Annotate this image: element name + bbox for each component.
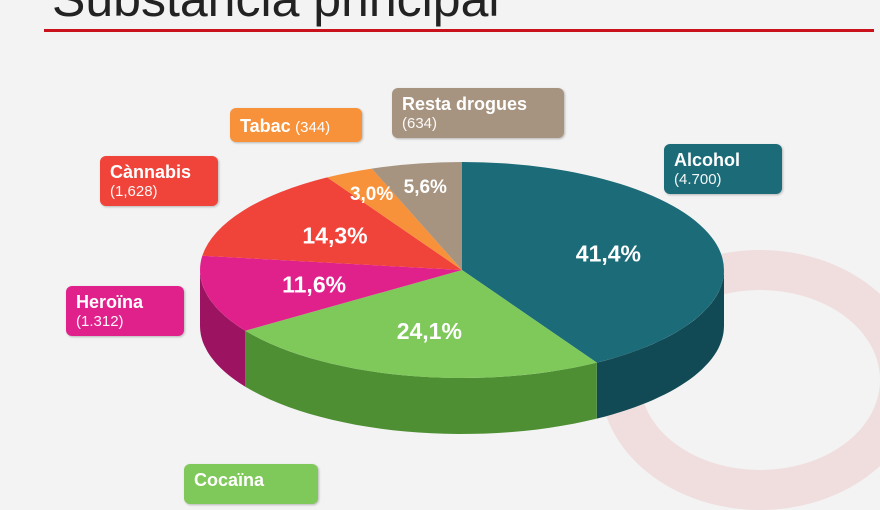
callout-resta-drogues: Resta drogues (634) <box>392 88 564 138</box>
pie-label-tabac: 3,0% <box>350 184 393 205</box>
callout-tabac-count: (344) <box>295 119 331 136</box>
callout-alcohol-count: (4.700) <box>674 171 722 188</box>
pie-label-resta-drogues: 5,6% <box>404 177 447 198</box>
callout-cannabis: Càn­nabis (1,628) <box>100 156 218 206</box>
pie-slice-alcohol <box>462 162 724 363</box>
pie-side-heroi-na <box>200 270 246 387</box>
callout-cannabis-count: (1,628) <box>110 183 158 200</box>
pie-slice-heroi-na <box>200 255 462 331</box>
pie-percent-labels: 41,4% 24,1% 11,6% 14,3% 3,0% 5,6% <box>282 177 641 344</box>
callout-alcohol-name: Alcohol <box>674 150 740 170</box>
callout-heroina-count: (1.312) <box>76 313 124 330</box>
callout-alcohol: Alcohol (4.700) <box>664 144 782 194</box>
pie-slice-cocai-na <box>245 270 597 378</box>
pie-chart: 41,4% 24,1% 11,6% 14,3% 3,0% 5,6% <box>200 161 724 434</box>
pie-slices <box>200 161 724 378</box>
pie-side-alcohol <box>596 270 724 419</box>
pie-slice-resta-drogues <box>371 161 462 270</box>
pie-label-alcohol: 41,4% <box>576 240 641 266</box>
callout-cocaina: Cocaïna <box>184 464 318 504</box>
pie-label-cocai-na: 24,1% <box>397 318 462 344</box>
callout-cannabis-name: Càn­nabis <box>110 162 192 182</box>
slide-title: Substància principal <box>52 0 500 28</box>
pie-label-heroi-na: 11,6% <box>282 271 346 297</box>
pie-side-cocai-na <box>245 330 597 434</box>
callout-resta-drogues-count: (634) <box>402 115 438 132</box>
pie-slice-ca-n-nabis <box>202 177 463 270</box>
callout-tabac-name: Tabac <box>240 116 291 136</box>
pie-slice-tabac <box>327 168 462 270</box>
callout-heroina: Heroïna (1.312) <box>66 286 184 336</box>
callout-cocaina-name: Cocaïna <box>194 470 265 490</box>
pie-sides <box>200 270 724 434</box>
slide-header: Substància principal <box>0 0 880 34</box>
pie-label-ca-n-nabis: 14,3% <box>302 223 367 249</box>
callout-tabac: Tabac (344) <box>230 108 362 142</box>
callout-resta-drogues-name: Resta drogues <box>402 94 528 114</box>
title-underline <box>44 29 874 32</box>
callout-heroina-name: Heroïna <box>76 292 144 312</box>
